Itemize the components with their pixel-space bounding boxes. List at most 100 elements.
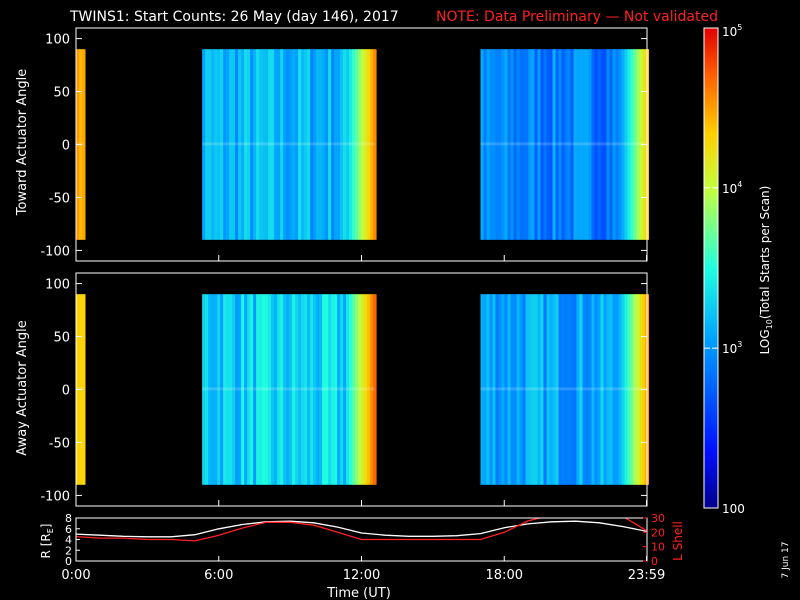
colorbar-label: LOG10(Total Starts per Scan) — [758, 186, 774, 355]
heatmap-column — [492, 294, 496, 485]
heatmap-column — [522, 49, 526, 240]
heatmap-column — [334, 294, 338, 485]
heatmap-column — [567, 294, 571, 485]
heatmap-column — [510, 294, 514, 485]
heatmap-column — [313, 294, 317, 485]
heatmap-column — [555, 49, 559, 240]
heatmap-column — [537, 294, 541, 485]
heatmap-column — [298, 294, 302, 485]
y-tick-label: -50 — [49, 191, 70, 206]
heatmap-column — [304, 49, 308, 240]
y-tick-label: 4 — [65, 534, 72, 547]
heatmap-column — [361, 294, 365, 485]
heatmap-column — [525, 49, 529, 240]
heatmap-column — [528, 49, 532, 240]
heatmap-column — [277, 294, 281, 485]
colorbar-tick-label: 103 — [722, 340, 742, 356]
heatmap-column — [540, 49, 544, 240]
heatmap-column — [633, 294, 637, 485]
zero-angle-band — [202, 387, 375, 391]
heatmap-column — [220, 294, 224, 485]
heatmap-column — [259, 49, 263, 240]
heatmap-column — [615, 294, 619, 485]
heatmap-column — [277, 49, 281, 240]
heatmap-column — [579, 294, 583, 485]
heatmap-column — [301, 294, 305, 485]
heatmap-column — [364, 294, 368, 485]
heatmap-column — [498, 294, 502, 485]
heatmap-column — [558, 294, 562, 485]
heatmap-column — [259, 294, 263, 485]
heatmap-column — [208, 294, 212, 485]
heatmap-column — [328, 49, 332, 240]
heatmap-column — [621, 294, 625, 485]
heatmap-column — [286, 49, 290, 240]
heatmap-column — [588, 294, 592, 485]
heatmap-column — [202, 49, 206, 240]
heatmap-column — [564, 49, 568, 240]
heatmap-column — [283, 49, 287, 240]
heatmap-column — [591, 294, 595, 485]
y-tick-label: 100 — [45, 33, 70, 48]
heatmap-column — [370, 49, 374, 240]
heatmap-column — [286, 294, 290, 485]
heatmap-column — [370, 294, 374, 485]
preliminary-note: NOTE: Data Preliminary — Not validated — [436, 9, 718, 25]
heatmap-column — [489, 294, 493, 485]
heatmap-column — [534, 294, 538, 485]
heatmap-column — [597, 49, 601, 240]
heatmap-column — [552, 49, 556, 240]
heatmap-column — [522, 294, 526, 485]
heatmap-column — [483, 49, 487, 240]
y-tick-label: -100 — [40, 489, 70, 504]
heatmap-column — [588, 49, 592, 240]
heatmap-column — [504, 49, 508, 240]
heatmap-column — [492, 49, 496, 240]
heatmap-column — [495, 294, 499, 485]
heatmap-column — [301, 49, 305, 240]
heatmap-column — [289, 49, 293, 240]
heatmap-column — [223, 49, 227, 240]
heatmap-column — [480, 49, 484, 240]
colorbar: 105 104 103 100 LOG10(Total Starts per Scan… — [703, 23, 774, 516]
heatmap-column — [516, 49, 520, 240]
figure-title: TWINS1: Start Counts: 26 May (day 146), … — [69, 9, 399, 25]
toward-angle-panel: 100 50 0 -50 -100 — [40, 27, 649, 262]
heatmap-column — [501, 294, 505, 485]
heatmap-column — [352, 294, 356, 485]
heatmap-column — [253, 294, 257, 485]
heatmap-column — [504, 294, 508, 485]
heatmap-column — [543, 294, 547, 485]
heatmap-column — [235, 49, 239, 240]
heatmap-column — [513, 294, 517, 485]
y-tick-label: 2 — [65, 544, 72, 557]
heatmap-column — [319, 49, 323, 240]
heatmap-column — [480, 294, 484, 485]
heatmap-column — [313, 49, 317, 240]
heatmap-column — [564, 294, 568, 485]
heatmap-column — [618, 294, 622, 485]
heatmap-column — [337, 294, 341, 485]
heatmap-column — [528, 294, 532, 485]
heatmap-column — [310, 294, 314, 485]
heatmap-column — [241, 49, 245, 240]
heatmap-segment — [202, 294, 377, 485]
heatmap-column — [292, 49, 296, 240]
heatmap-column — [627, 49, 631, 240]
heatmap-column — [612, 294, 616, 485]
heatmap-column — [609, 49, 613, 240]
heatmap-column — [238, 294, 242, 485]
heatmap-column — [223, 294, 227, 485]
heatmap-column — [355, 294, 359, 485]
heatmap-column — [549, 294, 553, 485]
heatmap-column — [636, 294, 640, 485]
heatmap-column — [247, 294, 251, 485]
heatmap-segment — [202, 49, 377, 240]
heatmap-column — [325, 294, 329, 485]
heatmap-column — [552, 294, 556, 485]
heatmap-column — [325, 49, 329, 240]
y-tick-label: 50 — [53, 331, 70, 346]
zero-angle-band — [480, 142, 647, 146]
x-tick-label: 18:00 — [486, 568, 523, 583]
heatmap-column — [274, 294, 278, 485]
